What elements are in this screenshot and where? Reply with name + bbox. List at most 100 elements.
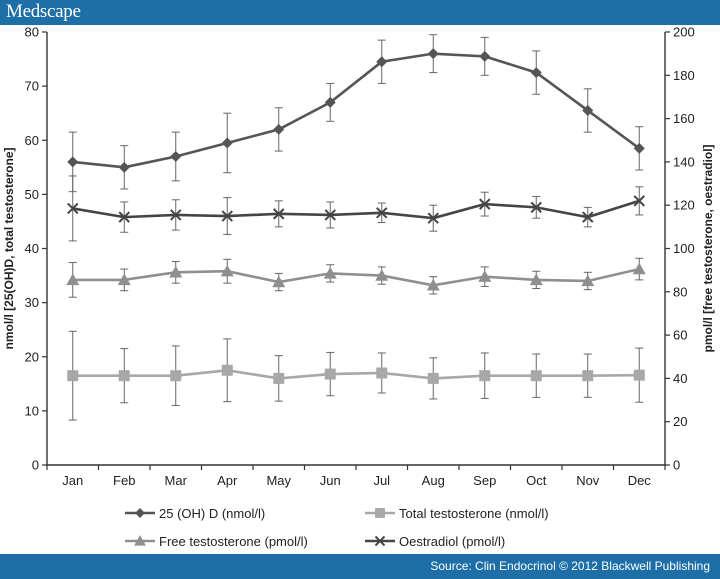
- data-point: [582, 211, 594, 223]
- chart: 0 10 20 30 40 50 60 70 80 0 20 40 60 80 100 120 140 160 18…: [2, 25, 715, 549]
- data-point: [633, 195, 645, 207]
- series-line: [72, 199, 640, 220]
- x-tick-label: Apr: [217, 473, 238, 488]
- y2-tick-label: 200: [673, 25, 695, 40]
- data-point: [118, 211, 130, 223]
- data-point: [376, 207, 388, 219]
- data-point: [633, 369, 645, 381]
- y2-tick-label: 0: [673, 458, 680, 473]
- data-point: [221, 364, 233, 376]
- y-tick-label: 50: [25, 187, 39, 202]
- source-credit: Source: Clin Endocrinol © 2012 Blackwell…: [430, 559, 710, 573]
- chart-axes: 0 10 20 30 40 50 60 70 80 0 20 40 60 80 100 120 140 160 18…: [2, 25, 715, 488]
- data-point: [170, 150, 182, 162]
- y-tick-label: 10: [25, 403, 39, 418]
- data-point: [67, 202, 79, 215]
- chart-legend: 25 (OH) D (nmol/l) Total testosterone (nm…: [125, 506, 549, 549]
- data-point: [273, 372, 285, 384]
- legend-marker: [374, 535, 386, 547]
- x-tick-label: Jun: [320, 473, 341, 488]
- y-tick-label: 40: [25, 241, 39, 256]
- data-point: [530, 67, 542, 79]
- legend-marker: [134, 535, 146, 546]
- data-point: [170, 209, 182, 221]
- x-tick-label: May: [266, 473, 291, 488]
- series-line: [72, 52, 641, 169]
- data-point: [273, 208, 285, 220]
- x-tick-label: Jul: [373, 473, 390, 488]
- data-point: [118, 161, 130, 173]
- data-point: [169, 265, 183, 278]
- data-point: [530, 201, 542, 214]
- x-tick-label: Nov: [576, 473, 600, 488]
- data-point: [479, 198, 491, 210]
- data-point: [324, 96, 336, 108]
- y2-axis-label: pmol/l [free testosterone, oestradiol]: [701, 144, 715, 352]
- data-point: [529, 273, 543, 286]
- data-point: [67, 370, 79, 382]
- y-tick-label: 80: [25, 25, 39, 40]
- data-point: [633, 142, 645, 154]
- series-line: [72, 267, 640, 287]
- x-tick-label: Feb: [113, 473, 135, 488]
- data-point: [272, 275, 286, 288]
- data-point: [530, 370, 542, 382]
- legend-label: 25 (OH) D (nmol/l): [159, 506, 265, 521]
- data-point: [376, 56, 388, 68]
- data-point: [582, 370, 594, 382]
- y-tick-label: 0: [32, 458, 39, 473]
- legend-item-total-testosterone-nmol-l: Total testosterone (nmol/l): [365, 506, 549, 521]
- data-point: [273, 123, 285, 135]
- x-tick-label: Sep: [473, 473, 496, 488]
- data-point: [170, 370, 182, 382]
- data-point: [479, 370, 491, 382]
- data-point: [427, 48, 439, 60]
- brand-logo: Medscape: [6, 1, 81, 22]
- data-point: [479, 50, 491, 62]
- y2-tick-label: 40: [673, 371, 687, 386]
- legend-item-oestradiol-pmol-l: Oestradiol (pmol/l): [365, 534, 505, 549]
- legend-marker: [375, 508, 385, 518]
- x-tick-label: Mar: [165, 473, 188, 488]
- data-point: [581, 274, 595, 287]
- footer-bar: Source: Clin Endocrinol © 2012 Blackwell…: [0, 554, 720, 579]
- data-point: [67, 156, 79, 168]
- y2-tick-label: 100: [673, 241, 695, 256]
- data-point: [427, 212, 439, 224]
- header-bar: Medscape: [0, 0, 720, 25]
- data-point: [118, 370, 130, 382]
- data-point: [632, 262, 646, 275]
- data-point: [117, 273, 131, 286]
- x-tick-label: Aug: [422, 473, 445, 488]
- x-tick-label: Jan: [62, 473, 83, 488]
- y-tick-label: 30: [25, 295, 39, 310]
- data-point: [324, 368, 336, 380]
- data-point: [582, 104, 594, 116]
- series-25-oh-d-nmol-l: [67, 34, 645, 193]
- y-tick-label: 20: [25, 349, 39, 364]
- y2-tick-label: 120: [673, 198, 695, 213]
- data-point: [426, 278, 440, 291]
- data-point: [220, 264, 234, 277]
- y-tick-label: 60: [25, 133, 39, 148]
- series-line: [72, 368, 640, 380]
- x-tick-label: Dec: [628, 473, 652, 488]
- y2-tick-label: 160: [673, 111, 695, 126]
- y2-tick-label: 20: [673, 414, 687, 429]
- chart-series: [66, 34, 646, 421]
- y-tick-label: 70: [25, 79, 39, 94]
- data-point: [376, 367, 388, 379]
- legend-label: Total testosterone (nmol/l): [399, 506, 549, 521]
- legend-label: Free testosterone (pmol/l): [159, 534, 308, 549]
- data-point: [427, 372, 439, 384]
- y2-tick-label: 140: [673, 154, 695, 169]
- y2-tick-label: 60: [673, 328, 687, 343]
- data-point: [221, 137, 233, 149]
- data-point: [375, 269, 389, 281]
- y2-tick-label: 180: [673, 68, 695, 83]
- data-point: [323, 266, 337, 279]
- y-axis-label: nmol/l [25(OH)D, total testosterone]: [2, 147, 16, 349]
- x-tick-label: Oct: [526, 473, 547, 488]
- series-total-testosterone-nmol-l: [67, 330, 645, 421]
- data-point: [324, 209, 336, 221]
